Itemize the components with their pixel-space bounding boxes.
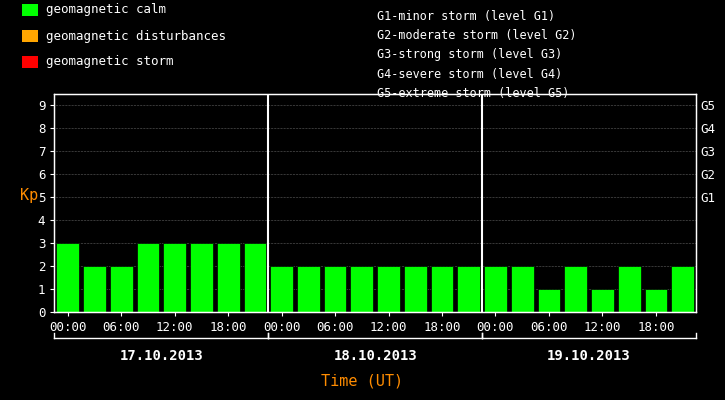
Bar [645, 289, 667, 312]
Text: Time (UT): Time (UT) [321, 373, 404, 388]
Bar [163, 243, 186, 312]
Bar [538, 289, 560, 312]
Text: geomagnetic storm: geomagnetic storm [46, 56, 174, 68]
Bar [511, 266, 534, 312]
Bar [431, 266, 453, 312]
Bar [217, 243, 239, 312]
Bar [270, 266, 293, 312]
Bar [110, 266, 133, 312]
Bar [350, 266, 373, 312]
Text: G4-severe storm (level G4): G4-severe storm (level G4) [377, 68, 563, 81]
Bar [564, 266, 587, 312]
Text: geomagnetic disturbances: geomagnetic disturbances [46, 30, 226, 42]
Bar [57, 243, 79, 312]
Bar [297, 266, 320, 312]
Bar [618, 266, 640, 312]
Bar [671, 266, 694, 312]
Y-axis label: Kp: Kp [20, 188, 38, 203]
Bar [324, 266, 347, 312]
Text: 17.10.2013: 17.10.2013 [120, 349, 203, 363]
Text: G3-strong storm (level G3): G3-strong storm (level G3) [377, 48, 563, 61]
Text: G2-moderate storm (level G2): G2-moderate storm (level G2) [377, 29, 576, 42]
Text: geomagnetic calm: geomagnetic calm [46, 4, 167, 16]
Bar [457, 266, 480, 312]
Text: 18.10.2013: 18.10.2013 [334, 349, 417, 363]
Bar [484, 266, 507, 312]
Bar [190, 243, 212, 312]
Text: 19.10.2013: 19.10.2013 [547, 349, 631, 363]
Bar [377, 266, 400, 312]
Text: G1-minor storm (level G1): G1-minor storm (level G1) [377, 10, 555, 23]
Bar [404, 266, 426, 312]
Bar [136, 243, 160, 312]
Bar [83, 266, 106, 312]
Bar [244, 243, 266, 312]
Bar [591, 289, 614, 312]
Text: G5-extreme storm (level G5): G5-extreme storm (level G5) [377, 87, 569, 100]
